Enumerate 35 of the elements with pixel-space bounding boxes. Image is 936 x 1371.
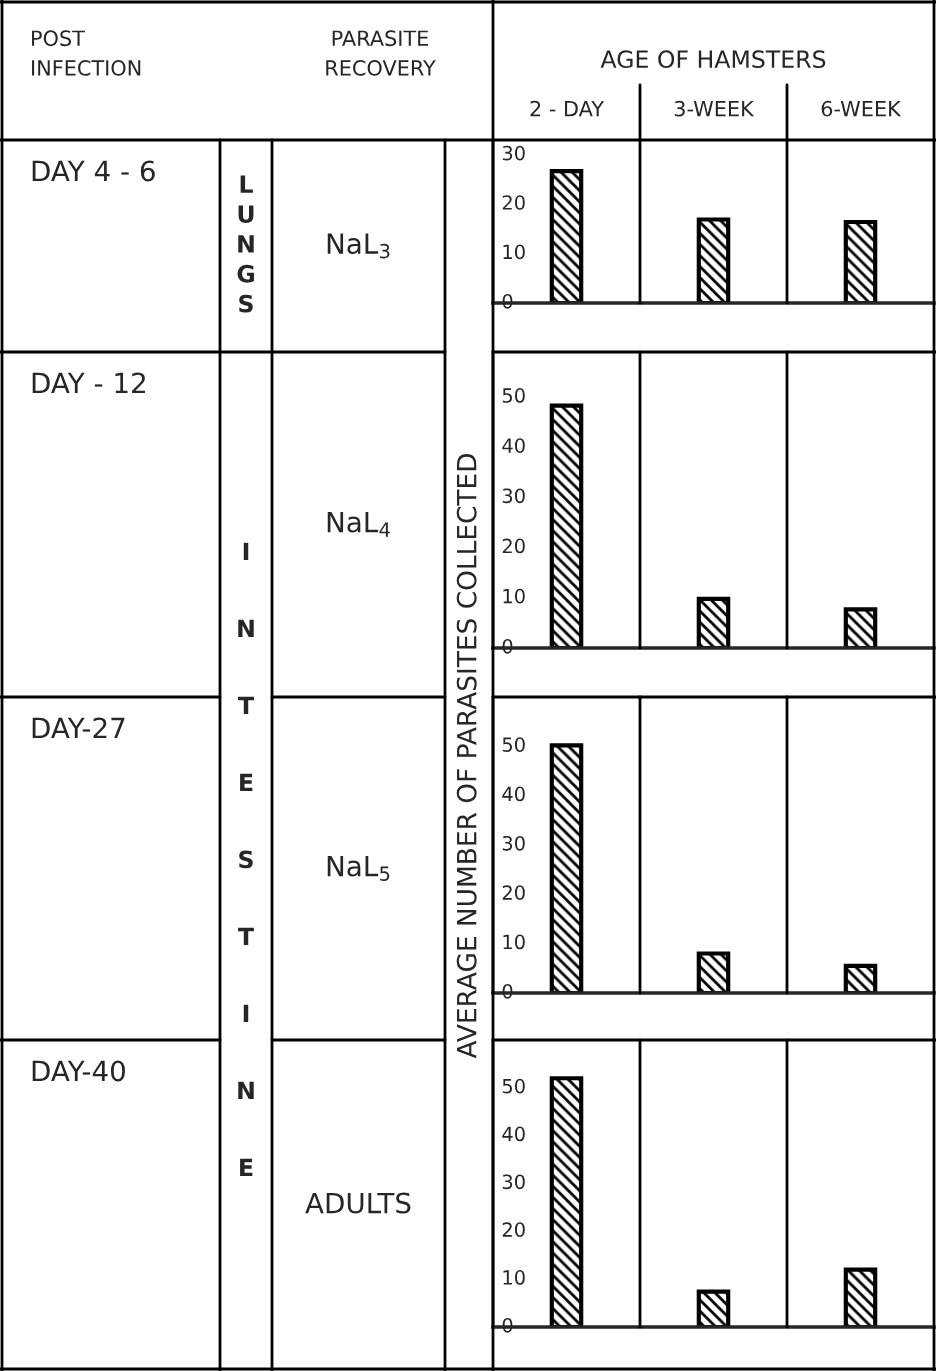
- text: DAY 4 - 6: [32, 160, 155, 182]
- text: LUNGS: [237, 175, 254, 313]
- y-tick-label: 40: [502, 438, 525, 453]
- text: POST INFECTION: [32, 30, 141, 76]
- chart-title: AGE OF HAMSTERS: [600, 50, 826, 69]
- y-tick-label: 50: [502, 388, 525, 403]
- text: NaL$_{3}$: [327, 233, 390, 259]
- y-tick-label: 10: [503, 244, 525, 260]
- y-axis-title: AVERAGE NUMBER OF PARASITES COLLECTED: [456, 454, 477, 1059]
- y-tick-label: 20: [502, 1222, 525, 1237]
- y-tick-label: 30: [502, 835, 525, 851]
- y-tick-label: 50: [502, 1078, 525, 1094]
- x-tick-label: 2 - DAY: [530, 100, 605, 117]
- x-tick-label: 6-WEEK: [821, 100, 902, 117]
- y-tick-label: 20: [502, 885, 525, 900]
- y-tick-label: 20: [502, 538, 525, 554]
- y-tick-label: 20: [502, 195, 525, 210]
- text: INTESTINE: [238, 542, 254, 1177]
- y-tick-label: 30: [502, 1174, 525, 1190]
- text: DAY - 12: [32, 372, 145, 394]
- text: NaL$_{5}$: [327, 855, 390, 881]
- y-tick-label: 40: [502, 1126, 525, 1142]
- text: DAY-40: [32, 1060, 125, 1082]
- y-tick-label: 30: [502, 488, 525, 504]
- x-tick-label: 3-WEEK: [674, 100, 755, 117]
- text: NaL$_{4}$: [327, 511, 390, 537]
- y-tick-label: 30: [502, 145, 525, 161]
- y-tick-label: 10: [503, 588, 525, 604]
- text: ADULTS: [305, 1192, 411, 1214]
- y-tick-label: 10: [503, 1270, 525, 1285]
- text: DAY-27: [32, 717, 125, 739]
- text: PARASITE RECOVERY: [326, 30, 436, 76]
- y-tick-label: 10: [503, 934, 525, 950]
- y-tick-label: 40: [502, 786, 525, 802]
- y-tick-label: 50: [502, 737, 525, 752]
